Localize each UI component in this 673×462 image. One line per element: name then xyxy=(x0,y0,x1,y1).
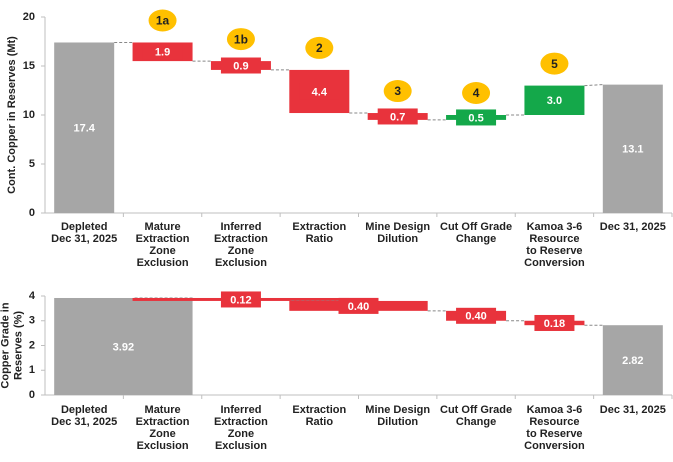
badge-label: 1a xyxy=(156,14,170,28)
value-label: 0.7 xyxy=(390,111,405,123)
x-tick-label: Dec 31, 2025 xyxy=(600,404,666,416)
value-label-box xyxy=(534,314,575,331)
x-tick-label: Exclusion xyxy=(215,257,267,269)
y-axis-title: Cont. Copper in Reserves (Mt) xyxy=(6,36,18,194)
y-axis-title-line: Reserves (%) xyxy=(12,311,24,380)
x-tick-label: Zone xyxy=(228,245,254,257)
x-tick-label: Exclusion xyxy=(137,440,189,452)
x-tick-label: Cut Off Grade xyxy=(440,404,512,416)
value-label: 1.9 xyxy=(155,47,170,59)
x-tick-label: Mature xyxy=(145,221,181,233)
badge xyxy=(148,9,177,32)
x-tick-label: Change xyxy=(456,233,496,245)
value-label-box xyxy=(377,108,418,125)
x-tick-label: Kamoa 3-6 xyxy=(527,221,583,233)
value-label: 3.0 xyxy=(547,95,562,107)
x-tick-label: Resource xyxy=(529,233,579,245)
x-tick-label: Depleted xyxy=(61,221,107,233)
y-tick-label: 20 xyxy=(23,11,35,23)
x-tick-label: Dilution xyxy=(377,233,418,245)
y-tick-label: 5 xyxy=(29,158,35,170)
x-tick-label: Ratio xyxy=(306,416,334,428)
bar xyxy=(54,297,193,395)
x-tick-label: Zone xyxy=(228,428,254,440)
x-tick-label: Depleted xyxy=(61,404,107,416)
x-tick-label: Mine Design xyxy=(365,221,430,233)
y-axis-title-line: Cont. Copper in Reserves (Mt) xyxy=(6,36,18,194)
value-label-box xyxy=(220,291,261,308)
x-tick-label: Exclusion xyxy=(215,440,267,452)
bar xyxy=(54,42,115,214)
value-label-box xyxy=(142,43,183,60)
x-tick-label: Dec 31, 2025 xyxy=(51,416,117,428)
badge xyxy=(383,80,412,103)
y-axis-title-line: Copper Grade in xyxy=(0,302,11,388)
badge-label: 3 xyxy=(394,84,401,98)
value-label: 13.1 xyxy=(622,144,643,156)
x-tick-label: Mature xyxy=(145,404,181,416)
x-tick-label: Extraction xyxy=(292,221,346,233)
value-label: 0.12 xyxy=(230,294,251,306)
x-tick-label: Conversion xyxy=(524,257,585,269)
value-label: 0.40 xyxy=(348,301,369,313)
value-label-box xyxy=(456,109,497,126)
x-tick-label: Extraction xyxy=(214,233,268,245)
badge-label: 1b xyxy=(234,32,248,46)
x-tick-label: Inferred xyxy=(220,221,261,233)
x-tick-label: Kamoa 3-6 xyxy=(527,404,583,416)
y-tick-label: 0 xyxy=(29,389,35,401)
x-tick-label: Conversion xyxy=(524,440,585,452)
value-label-box xyxy=(456,307,497,324)
x-tick-label: Extraction xyxy=(292,404,346,416)
value-label: 0.9 xyxy=(233,60,248,72)
value-label-box xyxy=(338,297,379,314)
x-tick-label: to Reserve xyxy=(526,245,582,257)
x-tick-label: Ratio xyxy=(306,233,334,245)
y-tick-label: 4 xyxy=(29,290,36,302)
x-tick-label: Inferred xyxy=(220,404,261,416)
y-tick-label: 15 xyxy=(23,60,35,72)
value-label: 0.18 xyxy=(544,318,565,330)
badge xyxy=(226,28,255,51)
badge-label: 5 xyxy=(551,57,558,71)
value-label: 17.4 xyxy=(73,123,95,135)
value-label: 0.5 xyxy=(468,112,483,124)
badge-label: 4 xyxy=(473,86,480,100)
x-tick-label: Dilution xyxy=(377,416,418,428)
value-label: 2.82 xyxy=(622,355,643,367)
value-label-box xyxy=(534,92,575,109)
x-tick-label: to Reserve xyxy=(526,428,582,440)
badge xyxy=(540,52,569,75)
x-tick-label: Dec 31, 2025 xyxy=(600,221,666,233)
value-label: 3.92 xyxy=(113,341,134,353)
x-tick-label: Mine Design xyxy=(365,404,430,416)
x-tick-label: Cut Off Grade xyxy=(440,221,512,233)
x-tick-label: Zone xyxy=(149,428,175,440)
y-tick-label: 1 xyxy=(29,364,35,376)
badge xyxy=(462,82,491,104)
bar xyxy=(602,325,663,395)
x-tick-label: Extraction xyxy=(136,416,190,428)
value-label-box xyxy=(299,83,340,100)
y-tick-label: 2 xyxy=(29,339,35,351)
x-tick-label: Exclusion xyxy=(137,257,189,269)
badge xyxy=(305,36,334,59)
badge-label: 2 xyxy=(316,41,323,55)
x-tick-label: Change xyxy=(456,416,496,428)
x-tick-label: Zone xyxy=(149,245,175,257)
y-tick-label: 10 xyxy=(23,109,35,121)
value-label: 4.4 xyxy=(312,86,328,98)
value-label-box xyxy=(220,57,261,74)
y-axis-title: Copper Grade inReserves (%) xyxy=(0,302,24,388)
bar xyxy=(602,84,663,214)
y-tick-label: 3 xyxy=(29,315,35,327)
connector xyxy=(584,84,603,87)
x-tick-label: Extraction xyxy=(214,416,268,428)
x-tick-label: Dec 31, 2025 xyxy=(51,233,117,245)
value-label: 0.40 xyxy=(465,311,486,323)
x-tick-label: Extraction xyxy=(136,233,190,245)
x-tick-label: Resource xyxy=(529,416,579,428)
y-tick-label: 0 xyxy=(29,207,35,219)
